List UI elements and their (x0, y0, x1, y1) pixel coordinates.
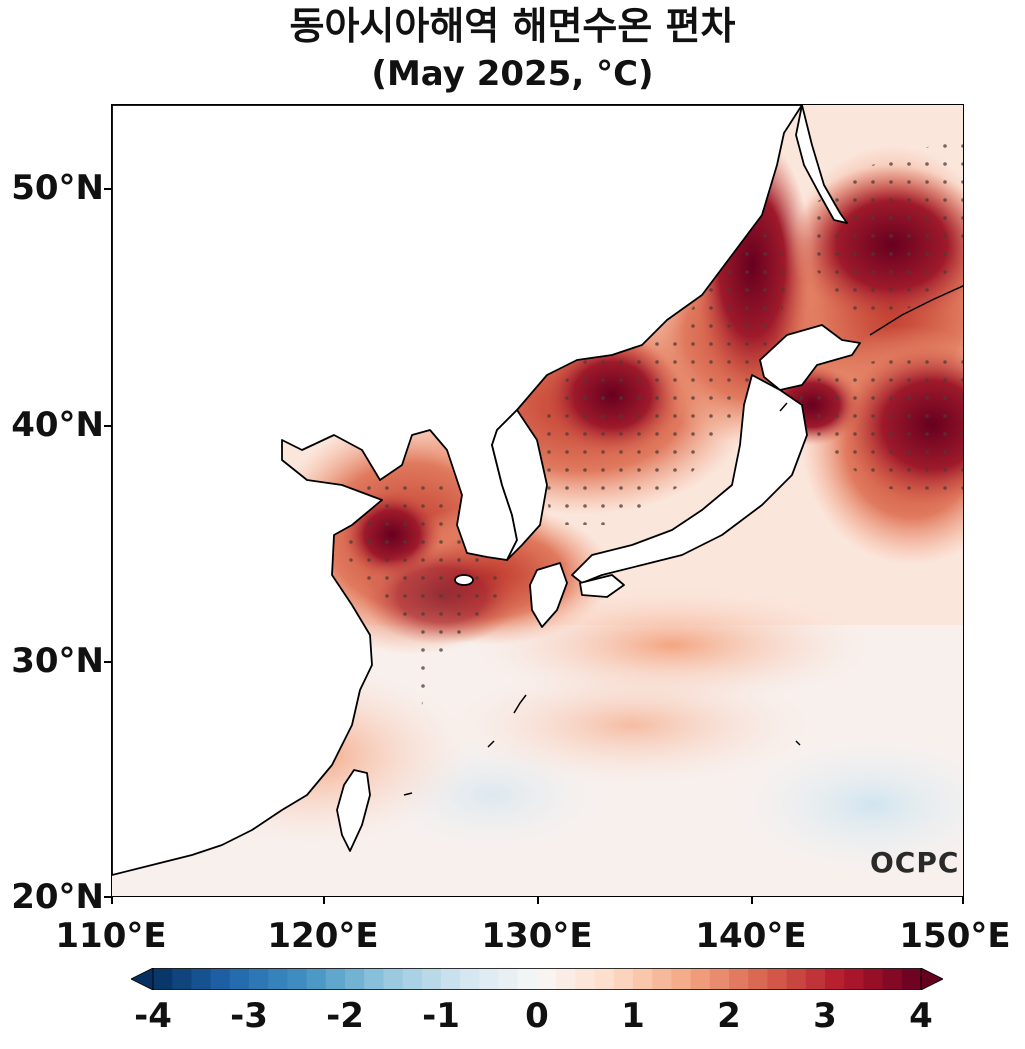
cool-anomaly (732, 735, 963, 875)
colorbar-cell (191, 968, 212, 990)
colorbar-cell (901, 968, 922, 990)
colorbar-cell (268, 968, 288, 990)
colorbar-label: 1 (621, 996, 645, 1036)
colorbar-label: 3 (813, 996, 837, 1036)
colorbar-low-arrow (131, 968, 154, 990)
lon-label-130e: 130°E (481, 916, 593, 956)
colorbar-label: 0 (525, 996, 549, 1036)
colorbar-cell (690, 968, 711, 990)
colorbar-label: 2 (717, 996, 741, 1036)
colorbar-cell (383, 968, 404, 990)
colorbar-label: 4 (909, 996, 933, 1036)
colorbar-cell (421, 968, 442, 990)
colorbar-cell (633, 968, 653, 990)
colorbar-cell (229, 968, 250, 990)
colorbar-cell (575, 968, 596, 990)
lat-label-40n: 40°N (11, 405, 104, 445)
colorbar-cell (748, 968, 768, 990)
sst-anomaly-map (111, 104, 964, 897)
colorbar-high-arrow (920, 968, 943, 990)
colorbar-cell (825, 968, 845, 990)
lon-label-140e: 140°E (695, 916, 807, 956)
colorbar-cell (786, 968, 807, 990)
lat-label-30n: 30°N (11, 641, 104, 681)
colorbar-cell (249, 968, 269, 990)
colorbar-cell (210, 968, 231, 990)
colorbar-cell (441, 968, 461, 990)
colorbar-cell (325, 968, 346, 990)
lon-label-120e: 120°E (267, 916, 379, 956)
ocpc-logo: OCPC (870, 846, 960, 879)
colorbar-cell (517, 968, 538, 990)
map-canvas (112, 105, 963, 896)
colorbar-cell (671, 968, 692, 990)
lon-label-110e: 110°E (55, 916, 167, 956)
colorbar-cell (460, 968, 480, 990)
significance-stipple (327, 135, 963, 705)
colorbar-cell (345, 968, 365, 990)
lon-label-150e: 150°E (899, 916, 1011, 956)
colorbar-cell (537, 968, 557, 990)
colorbar-cell (498, 968, 519, 990)
colorbar-cell (153, 968, 173, 990)
land (112, 105, 861, 876)
colorbar-cell (364, 968, 384, 990)
colorbar-cell (729, 968, 749, 990)
lat-label-50n: 50°N (11, 168, 104, 208)
lat-label-20n: 20°N (11, 877, 104, 917)
colorbar-label: -3 (230, 996, 268, 1036)
colorbar-cell (863, 968, 884, 990)
colorbar-cell (594, 968, 615, 990)
map-subtitle: (May 2025, °C) (371, 54, 654, 94)
colorbar (131, 968, 943, 990)
colorbar-cell (652, 968, 672, 990)
colorbar-cell (172, 968, 192, 990)
colorbar-cell (613, 968, 634, 990)
colorbar-cell (805, 968, 826, 990)
islands (403, 285, 963, 796)
colorbar-label: -2 (326, 996, 364, 1036)
map-title: 동아시아해역 해면수온 편차 (289, 4, 736, 48)
colorbar-cell (844, 968, 864, 990)
colorbar-cell (306, 968, 327, 990)
colorbar-cell (709, 968, 730, 990)
colorbar-cell (882, 968, 903, 990)
colorbar-cell (479, 968, 500, 990)
colorbar-cell (767, 968, 788, 990)
colorbar-label: -1 (422, 996, 460, 1036)
colorbar-cell (402, 968, 423, 990)
colorbar-cell (287, 968, 308, 990)
colorbar-cell (556, 968, 576, 990)
colorbar-label: -4 (134, 996, 172, 1036)
